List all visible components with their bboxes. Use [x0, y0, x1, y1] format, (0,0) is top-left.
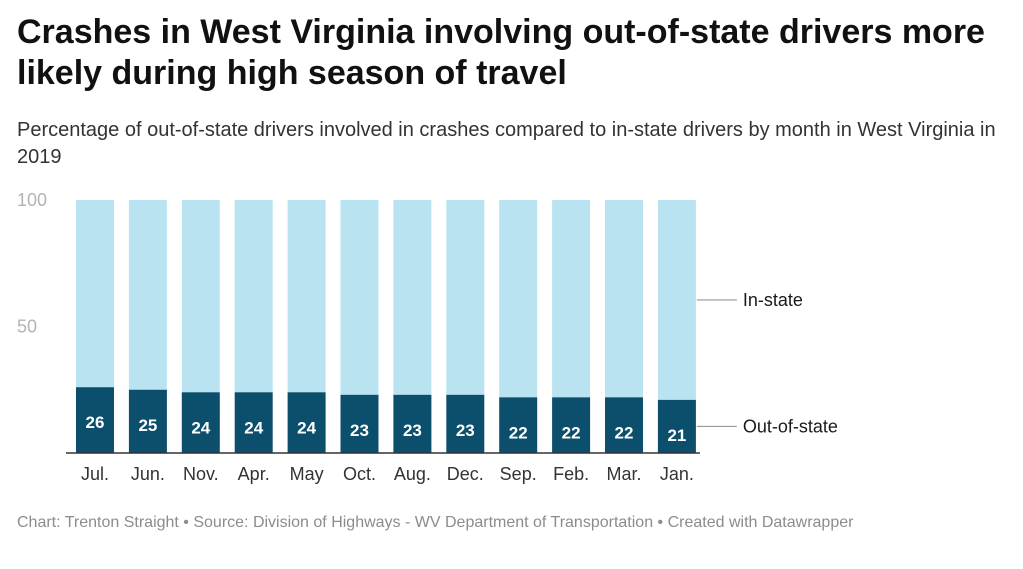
x-tick-label: Feb. [553, 464, 589, 484]
bar-out-of-state [446, 394, 485, 453]
data-label: 22 [509, 423, 528, 442]
data-label: 23 [403, 421, 422, 440]
data-label: 24 [297, 418, 316, 437]
bar-out-of-state [657, 399, 696, 453]
data-label: 22 [615, 423, 634, 442]
data-label: 24 [191, 418, 210, 437]
x-tick-label: May [290, 464, 324, 484]
bar-out-of-state [181, 392, 220, 453]
bar-out-of-state [287, 392, 326, 453]
bar-out-of-state [393, 394, 432, 453]
x-tick-label: Sep. [500, 464, 537, 484]
chart-subtitle: Percentage of out-of-state drivers invol… [17, 119, 996, 168]
data-label: 22 [562, 423, 581, 442]
x-tick-label: Dec. [447, 464, 484, 484]
series-label-in-state: In-state [743, 290, 803, 310]
bar-in-state [393, 200, 432, 395]
data-label: 25 [138, 416, 157, 435]
bar-in-state [552, 200, 591, 398]
chart-footer: Chart: Trenton Straight • Source: Divisi… [17, 514, 854, 531]
x-tick-label: Jul. [81, 464, 109, 484]
bar-in-state [76, 200, 114, 388]
data-label: 24 [244, 418, 263, 437]
bar-in-state [605, 200, 643, 398]
data-label: 23 [350, 421, 369, 440]
chart-title: Crashes in West Virginia involving out-o… [17, 13, 985, 92]
x-tick-label: Aug. [394, 464, 431, 484]
x-tick-label: Jan. [660, 464, 694, 484]
bar-out-of-state [234, 392, 273, 453]
data-label: 26 [86, 413, 105, 432]
bar-in-state [446, 200, 485, 395]
x-tick-label: Oct. [343, 464, 376, 484]
bar-in-state [657, 200, 696, 400]
x-tick-label: Jun. [131, 464, 165, 484]
y-tick-label: 50 [17, 317, 37, 337]
x-tick-label: Mar. [606, 464, 641, 484]
series-label-out-of-state: Out-of-state [743, 416, 838, 436]
bar-in-state [181, 200, 220, 393]
bar-out-of-state [552, 397, 591, 453]
data-label: 23 [456, 421, 475, 440]
bar-out-of-state [499, 397, 538, 453]
data-label: 21 [667, 426, 686, 445]
bar-out-of-state [340, 394, 379, 453]
bar-out-of-state [76, 387, 114, 453]
bar-in-state [234, 200, 273, 393]
bar-out-of-state [128, 389, 167, 453]
x-tick-label: Nov. [183, 464, 219, 484]
bar-in-state [287, 200, 326, 393]
bar-in-state [499, 200, 538, 398]
bar-in-state [340, 200, 379, 395]
x-tick-label: Apr. [238, 464, 270, 484]
bar-in-state [128, 200, 167, 390]
y-tick-label: 100 [17, 190, 47, 210]
bar-out-of-state [605, 397, 643, 453]
